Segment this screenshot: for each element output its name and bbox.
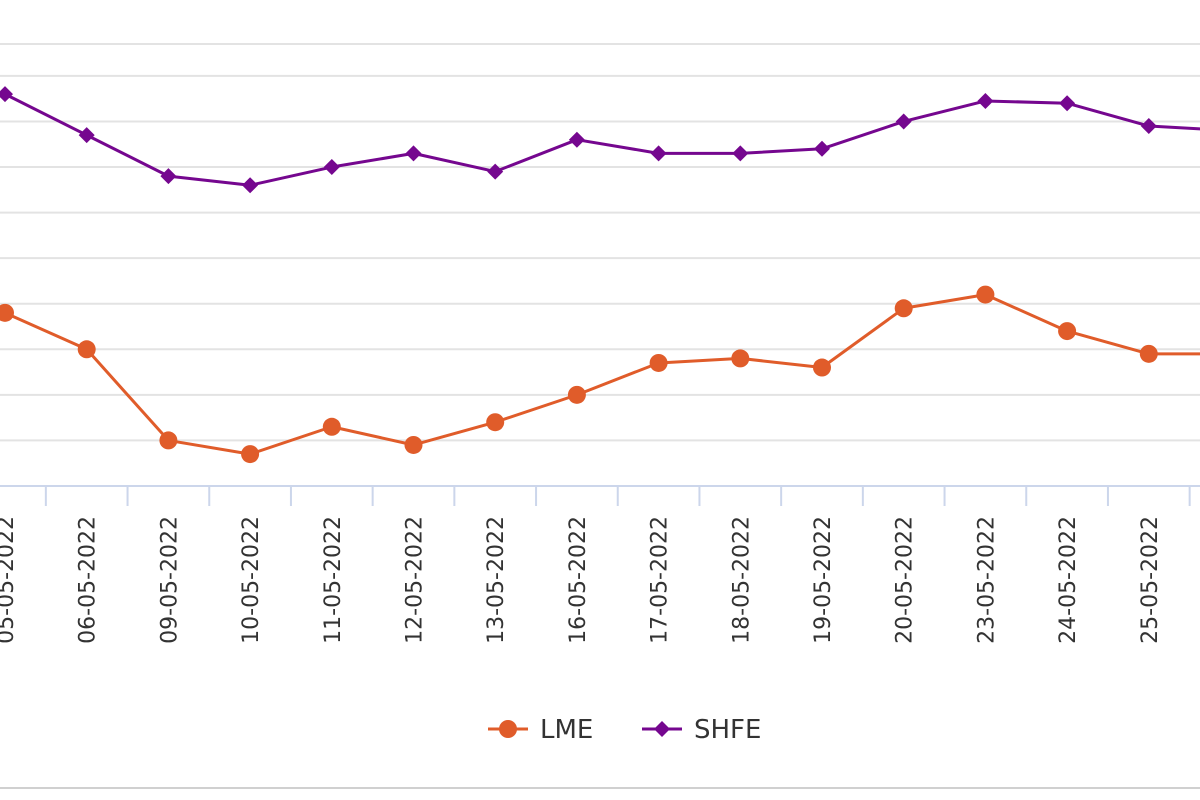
- point-shfe[interactable]: [160, 168, 177, 185]
- point-shfe[interactable]: [487, 163, 504, 180]
- legend-marker-diamond: [654, 721, 670, 737]
- point-lme[interactable]: [159, 431, 178, 450]
- point-lme[interactable]: [813, 358, 831, 377]
- point-shfe[interactable]: [814, 140, 830, 157]
- legend-label: LME: [540, 715, 593, 745]
- x-axis: 05-05-2022 06-05-2022 09-05-2022 10-05-2022…: [0, 485, 1200, 644]
- x-tick-label: 18-05-2022: [729, 516, 754, 644]
- grid-lines: [0, 43, 1200, 442]
- point-lme[interactable]: [894, 299, 913, 318]
- point-shfe[interactable]: [895, 113, 912, 130]
- x-tick-label: 24-05-2022: [1056, 516, 1081, 644]
- point-shfe[interactable]: [1140, 118, 1157, 135]
- series-layer: [0, 86, 1200, 464]
- legend-label: SHFE: [694, 715, 761, 745]
- x-tick-label: 25-05-2022: [1138, 516, 1163, 644]
- x-tick-label: 11-05-2022: [321, 516, 346, 644]
- point-shfe[interactable]: [0, 86, 13, 103]
- x-tick-label: 12-05-2022: [403, 516, 428, 644]
- point-lme[interactable]: [241, 445, 260, 464]
- point-lme[interactable]: [322, 417, 341, 436]
- point-lme[interactable]: [404, 435, 423, 454]
- point-lme[interactable]: [1058, 322, 1077, 341]
- x-tick-label: 20-05-2022: [893, 516, 918, 644]
- point-lme[interactable]: [486, 413, 505, 432]
- x-tick-label: 23-05-2022: [974, 516, 999, 644]
- point-shfe[interactable]: [405, 145, 422, 162]
- point-lme[interactable]: [976, 285, 995, 304]
- point-shfe[interactable]: [732, 145, 749, 162]
- x-tick-label: 13-05-2022: [484, 516, 509, 644]
- legend-marker-circle: [499, 720, 517, 738]
- x-tick-label: 17-05-2022: [648, 516, 673, 644]
- point-shfe[interactable]: [1059, 95, 1076, 112]
- point-lme[interactable]: [0, 303, 14, 322]
- legend-item-lme[interactable]: LME: [488, 715, 593, 745]
- point-shfe[interactable]: [568, 131, 585, 148]
- x-tick-label: 10-05-2022: [239, 516, 264, 644]
- x-tick-label: 09-05-2022: [157, 516, 182, 644]
- point-lme[interactable]: [731, 349, 750, 368]
- x-tick-label: 16-05-2022: [566, 516, 591, 644]
- point-shfe[interactable]: [242, 177, 259, 194]
- point-shfe[interactable]: [650, 145, 667, 162]
- point-lme[interactable]: [567, 385, 586, 404]
- series-line-shfe: [4, 92, 1200, 187]
- point-lme[interactable]: [77, 340, 96, 359]
- point-lme[interactable]: [649, 353, 668, 372]
- legend[interactable]: LME SHFE: [488, 715, 761, 745]
- point-lme[interactable]: [1139, 344, 1158, 363]
- x-tick-label: 05-05-2022: [0, 516, 19, 644]
- series-line-lme: [4, 293, 1200, 456]
- x-tick-label: 19-05-2022: [811, 516, 836, 644]
- x-tick-label: 06-05-2022: [76, 516, 101, 644]
- legend-item-shfe[interactable]: SHFE: [642, 715, 761, 745]
- point-shfe[interactable]: [977, 92, 994, 109]
- point-shfe[interactable]: [78, 127, 95, 144]
- point-shfe[interactable]: [323, 159, 340, 176]
